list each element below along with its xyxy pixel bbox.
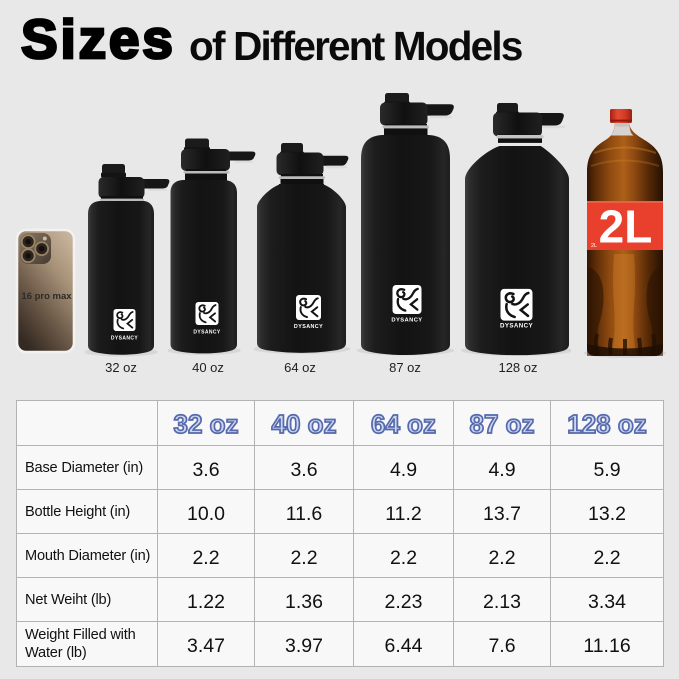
svg-text:DYSANCY: DYSANCY xyxy=(294,324,323,330)
svg-text:2L: 2L xyxy=(599,201,653,253)
svg-text:16 pro max: 16 pro max xyxy=(21,291,72,302)
svg-text:DYSANCY: DYSANCY xyxy=(391,318,422,324)
svg-text:DYSANCY: DYSANCY xyxy=(500,323,534,330)
svg-text:DYSANCY: DYSANCY xyxy=(193,330,221,336)
svg-text:2L: 2L xyxy=(591,243,597,249)
svg-text:DYSANCY: DYSANCY xyxy=(111,336,139,342)
